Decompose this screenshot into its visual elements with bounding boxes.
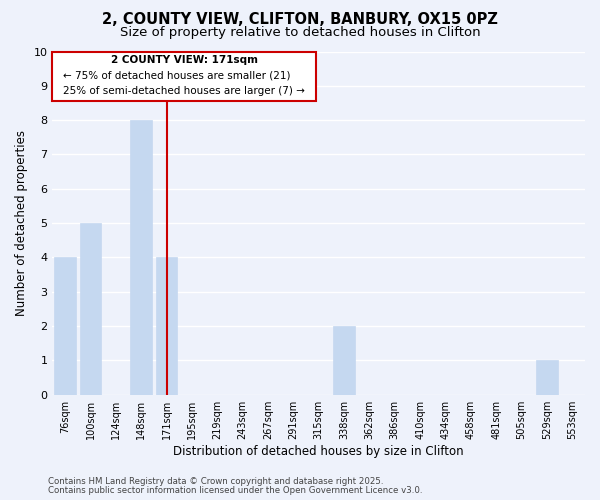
Text: ← 75% of detached houses are smaller (21): ← 75% of detached houses are smaller (21… <box>63 70 290 81</box>
FancyBboxPatch shape <box>52 52 316 102</box>
Text: 2 COUNTY VIEW: 171sqm: 2 COUNTY VIEW: 171sqm <box>111 55 258 65</box>
Bar <box>333 326 355 394</box>
Text: Size of property relative to detached houses in Clifton: Size of property relative to detached ho… <box>119 26 481 39</box>
X-axis label: Distribution of detached houses by size in Clifton: Distribution of detached houses by size … <box>173 444 464 458</box>
Text: 25% of semi-detached houses are larger (7) →: 25% of semi-detached houses are larger (… <box>63 86 305 96</box>
Y-axis label: Number of detached properties: Number of detached properties <box>15 130 28 316</box>
Text: 2, COUNTY VIEW, CLIFTON, BANBURY, OX15 0PZ: 2, COUNTY VIEW, CLIFTON, BANBURY, OX15 0… <box>102 12 498 28</box>
Bar <box>55 258 76 394</box>
Text: Contains HM Land Registry data © Crown copyright and database right 2025.: Contains HM Land Registry data © Crown c… <box>48 477 383 486</box>
Bar <box>80 223 101 394</box>
Bar <box>130 120 152 394</box>
Bar <box>156 258 178 394</box>
Text: Contains public sector information licensed under the Open Government Licence v3: Contains public sector information licen… <box>48 486 422 495</box>
Bar <box>536 360 558 394</box>
